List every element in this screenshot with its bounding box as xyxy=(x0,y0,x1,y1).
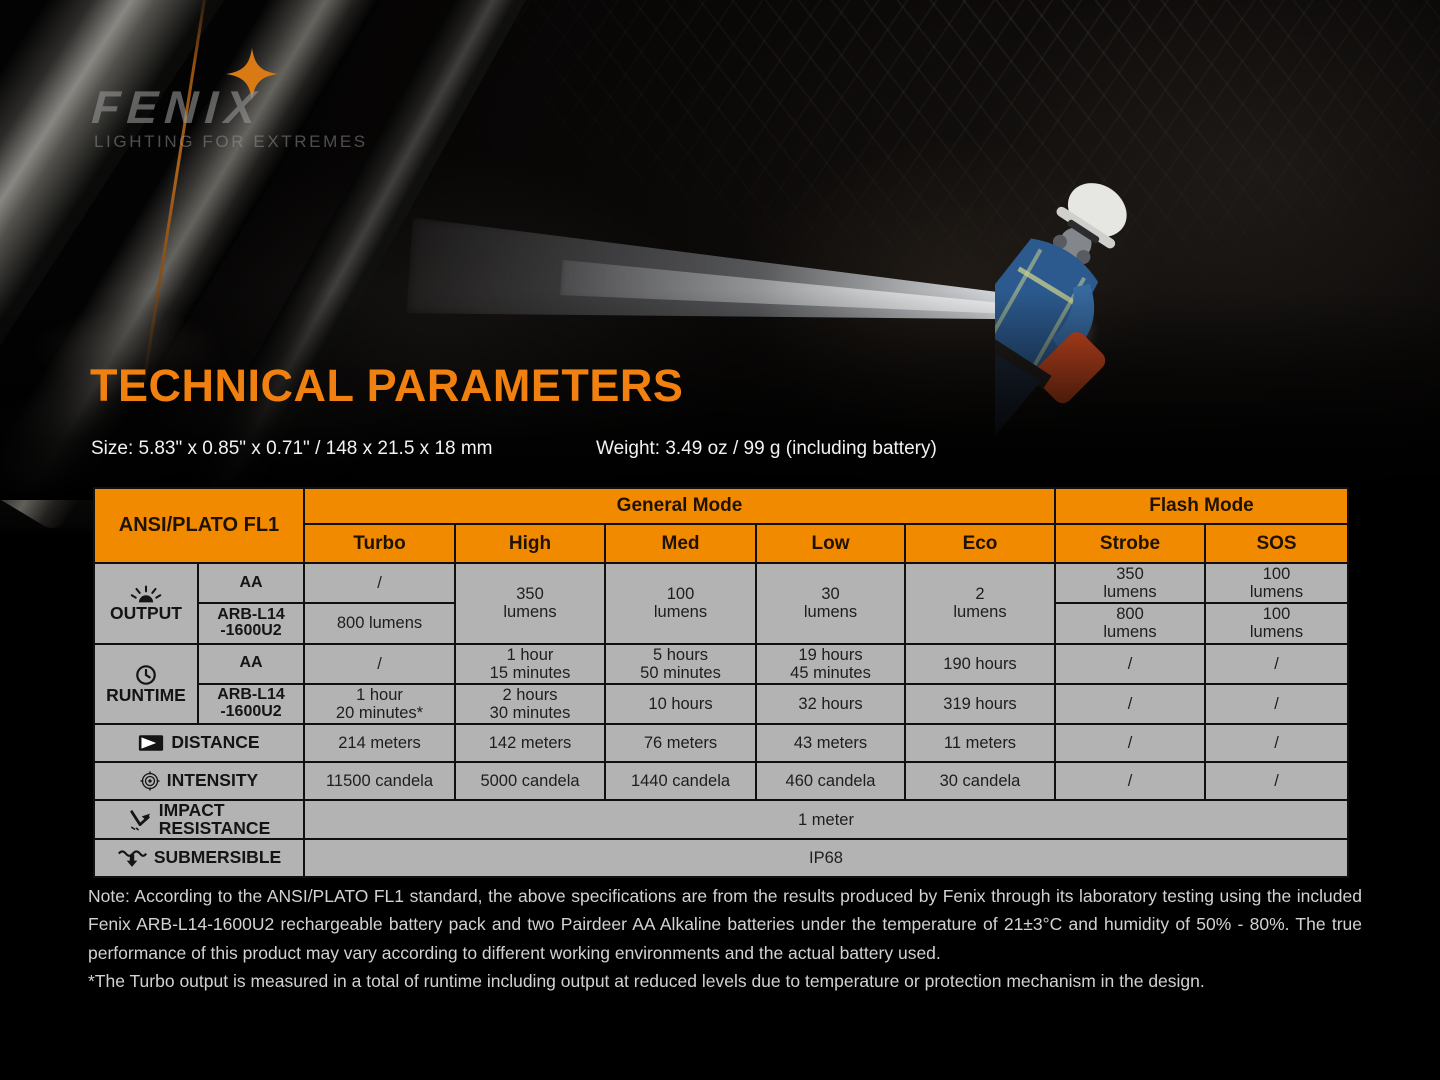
general-mode-header: General Mode xyxy=(303,487,1056,525)
cell-distance-eco: 11 meters xyxy=(904,723,1056,764)
mode-header-low: Low xyxy=(755,523,906,564)
target-icon xyxy=(140,771,160,791)
cell-output-med: 100 lumens xyxy=(604,562,757,645)
flashlight-beam-core xyxy=(560,257,1042,332)
runtime-label: RUNTIME xyxy=(106,684,186,705)
star-icon xyxy=(226,48,278,100)
cell-intensity-eco: 30 candela xyxy=(904,761,1056,802)
cell-submersible-value: IP68 xyxy=(303,838,1349,879)
intensity-label: INTENSITY xyxy=(166,770,259,791)
cell-output-high: 350 lumens xyxy=(454,562,606,645)
mesh-net-texture xyxy=(0,0,1440,500)
battery-arb-output: ARB-L14 -1600U2 xyxy=(197,602,305,645)
mode-header-sos: SOS xyxy=(1204,523,1349,564)
cell-distance-strobe: / xyxy=(1054,723,1206,764)
distance-label: DISTANCE xyxy=(171,732,260,753)
flash-mode-header: Flash Mode xyxy=(1054,487,1349,525)
cell-intensity-high: 5000 candela xyxy=(454,761,606,802)
cell-runtime-aa-strobe: / xyxy=(1054,642,1206,685)
hero-photo: FENIX LIGHTING FOR EXTREMES xyxy=(0,0,1440,535)
row-label-output: OUTPUT xyxy=(93,562,199,645)
note-paragraph: Note: According to the ANSI/PLATO FL1 st… xyxy=(88,886,1362,963)
row-label-runtime: RUNTIME xyxy=(93,642,199,726)
cell-runtime-aa-med: 5 hours 50 minutes xyxy=(604,642,757,685)
beam-distance-icon xyxy=(139,735,164,751)
battery-aa-output: AA xyxy=(197,561,305,605)
weight-text: Weight: 3.49 oz / 99 g (including batter… xyxy=(596,438,937,459)
cell-runtime-aa-high: 1 hour 15 minutes xyxy=(454,642,606,685)
logo-tagline: LIGHTING FOR EXTREMES xyxy=(94,132,368,151)
cell-intensity-low: 460 candela xyxy=(755,761,906,802)
cell-distance-low: 43 meters xyxy=(755,723,906,764)
water-drop-arrow-icon xyxy=(117,850,147,867)
cell-intensity-med: 1440 candela xyxy=(604,761,757,802)
cell-runtime-aa-low: 19 hours 45 minutes xyxy=(755,642,906,685)
cell-output-arb-turbo: 800 lumens xyxy=(303,602,456,645)
flashlight-glow xyxy=(1002,300,1098,364)
cell-runtime-arb-low: 32 hours xyxy=(755,682,906,726)
cell-output-eco: 2 lumens xyxy=(904,562,1056,645)
cell-intensity-strobe: / xyxy=(1054,761,1206,802)
cell-output-arb-strobe: 800 lumens xyxy=(1054,602,1206,645)
impact-arrow-icon xyxy=(130,810,150,830)
notes-block: Note: According to the ANSI/PLATO FL1 st… xyxy=(88,882,1362,995)
battery-arb-runtime: ARB-L14 -1600U2 xyxy=(197,682,305,726)
miner-figure xyxy=(995,183,1127,455)
row-label-intensity: INTENSITY xyxy=(93,761,305,802)
cell-runtime-arb-high: 2 hours 30 minutes xyxy=(454,682,606,726)
fenix-logo: FENIX LIGHTING FOR EXTREMES xyxy=(86,48,406,172)
mode-header-eco: Eco xyxy=(904,523,1056,564)
cell-runtime-aa-sos: / xyxy=(1204,642,1349,685)
cell-runtime-arb-med: 10 hours xyxy=(604,682,757,726)
mode-header-high: High xyxy=(454,523,606,564)
size-text: Size: 5.83" x 0.85" x 0.71" / 148 x 21.5… xyxy=(91,438,493,459)
cell-distance-med: 76 meters xyxy=(604,723,757,764)
cell-runtime-aa-turbo: / xyxy=(303,642,456,685)
sunburst-icon xyxy=(130,585,162,602)
corner-header: ANSI/PLATO FL1 xyxy=(93,487,305,564)
cell-impact-value: 1 meter xyxy=(303,799,1349,841)
logo-wordmark: FENIX xyxy=(90,81,265,133)
impact-resistance-label: IMPACT RESISTANCE xyxy=(158,800,271,838)
cell-output-arb-sos: 100 lumens xyxy=(1204,602,1349,645)
orange-cable xyxy=(138,0,209,405)
cell-runtime-arb-strobe: / xyxy=(1054,682,1206,726)
cell-runtime-arb-turbo: 1 hour 20 minutes* xyxy=(303,682,456,726)
cell-output-aa-turbo: / xyxy=(303,561,456,605)
note-footnote: *The Turbo output is measured in a total… xyxy=(88,971,1205,992)
mode-header-med: Med xyxy=(604,523,757,564)
cell-output-aa-strobe: 350 lumens xyxy=(1054,561,1206,605)
submersible-label: SUBMERSIBLE xyxy=(153,847,282,868)
spec-table: ANSI/PLATO FL1 General Mode Flash Mode T… xyxy=(93,487,1349,879)
cell-distance-sos: / xyxy=(1204,723,1349,764)
row-label-submersible: SUBMERSIBLE xyxy=(93,838,305,879)
cell-intensity-turbo: 11500 candela xyxy=(303,761,456,802)
cell-output-low: 30 lumens xyxy=(755,562,906,645)
row-label-impact-resistance: IMPACT RESISTANCE xyxy=(93,799,305,841)
cell-intensity-sos: / xyxy=(1204,761,1349,802)
cell-output-aa-sos: 100 lumens xyxy=(1204,561,1349,605)
page-title: TECHNICAL PARAMETERS xyxy=(90,360,684,411)
cell-distance-turbo: 214 meters xyxy=(303,723,456,764)
output-label: OUTPUT xyxy=(110,602,182,623)
cell-runtime-arb-eco: 319 hours xyxy=(904,682,1056,726)
mode-header-strobe: Strobe xyxy=(1054,523,1206,564)
mode-header-turbo: Turbo xyxy=(303,523,456,564)
cell-runtime-arb-sos: / xyxy=(1204,682,1349,726)
cell-runtime-aa-eco: 190 hours xyxy=(904,642,1056,685)
clock-icon xyxy=(136,664,156,685)
row-label-distance: DISTANCE xyxy=(93,723,305,764)
cell-distance-high: 142 meters xyxy=(454,723,606,764)
battery-aa-runtime: AA xyxy=(197,642,305,685)
flashlight-beam xyxy=(406,217,1051,357)
pipe-shape xyxy=(0,0,243,510)
